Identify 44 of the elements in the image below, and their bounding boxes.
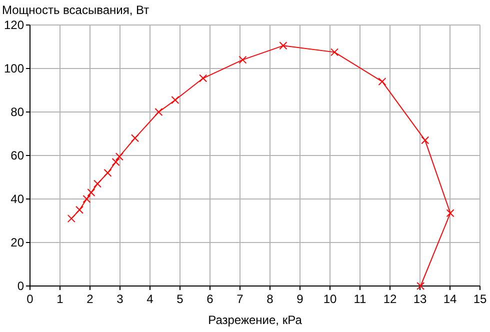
x-tick-label: 2 [86,292,94,306]
point [131,134,139,142]
y-tick-label: 60 [10,148,24,162]
point [82,195,91,203]
point [378,78,386,86]
y-axis-title: Мощность всасывания, Вт [2,3,150,17]
point [67,214,76,223]
x-tick-label: 12 [383,292,397,306]
x-tick-label: 13 [413,292,427,306]
point [171,96,180,104]
y-tick-label: 0 [17,279,24,293]
y-tick-label: 80 [10,105,24,119]
x-tick-label: 10 [323,292,337,306]
point [238,56,247,64]
point [154,108,163,116]
point [94,180,102,188]
x-tick-label: 14 [443,292,457,306]
x-tick-label: 5 [176,292,184,306]
x-tick-label: 11 [354,292,367,306]
x-tick-label: 7 [236,292,244,306]
y-tick-label: 20 [10,236,24,250]
point [199,74,208,82]
point [446,209,454,218]
x-tick-label: 0 [26,292,34,306]
point [421,136,430,144]
point [115,152,124,161]
x-axis-title: Разрежение, кРа [208,313,302,327]
y-tick-label: 100 [4,62,24,76]
x-tick-label: 9 [296,292,304,306]
point [112,158,120,166]
y-tick-label: 120 [4,18,24,32]
point [416,282,425,290]
x-tick-label: 15 [473,292,487,306]
x-tick-label: 4 [146,292,154,306]
point [87,188,96,196]
point [104,168,112,177]
x-tick-label: 3 [116,292,124,306]
point [279,42,288,50]
point [330,48,338,56]
x-tick-label: 8 [266,292,274,306]
x-tick-label: 6 [206,292,214,306]
point [76,206,84,214]
x-tick-label: 1 [56,292,64,306]
y-tick-label: 40 [10,192,24,206]
